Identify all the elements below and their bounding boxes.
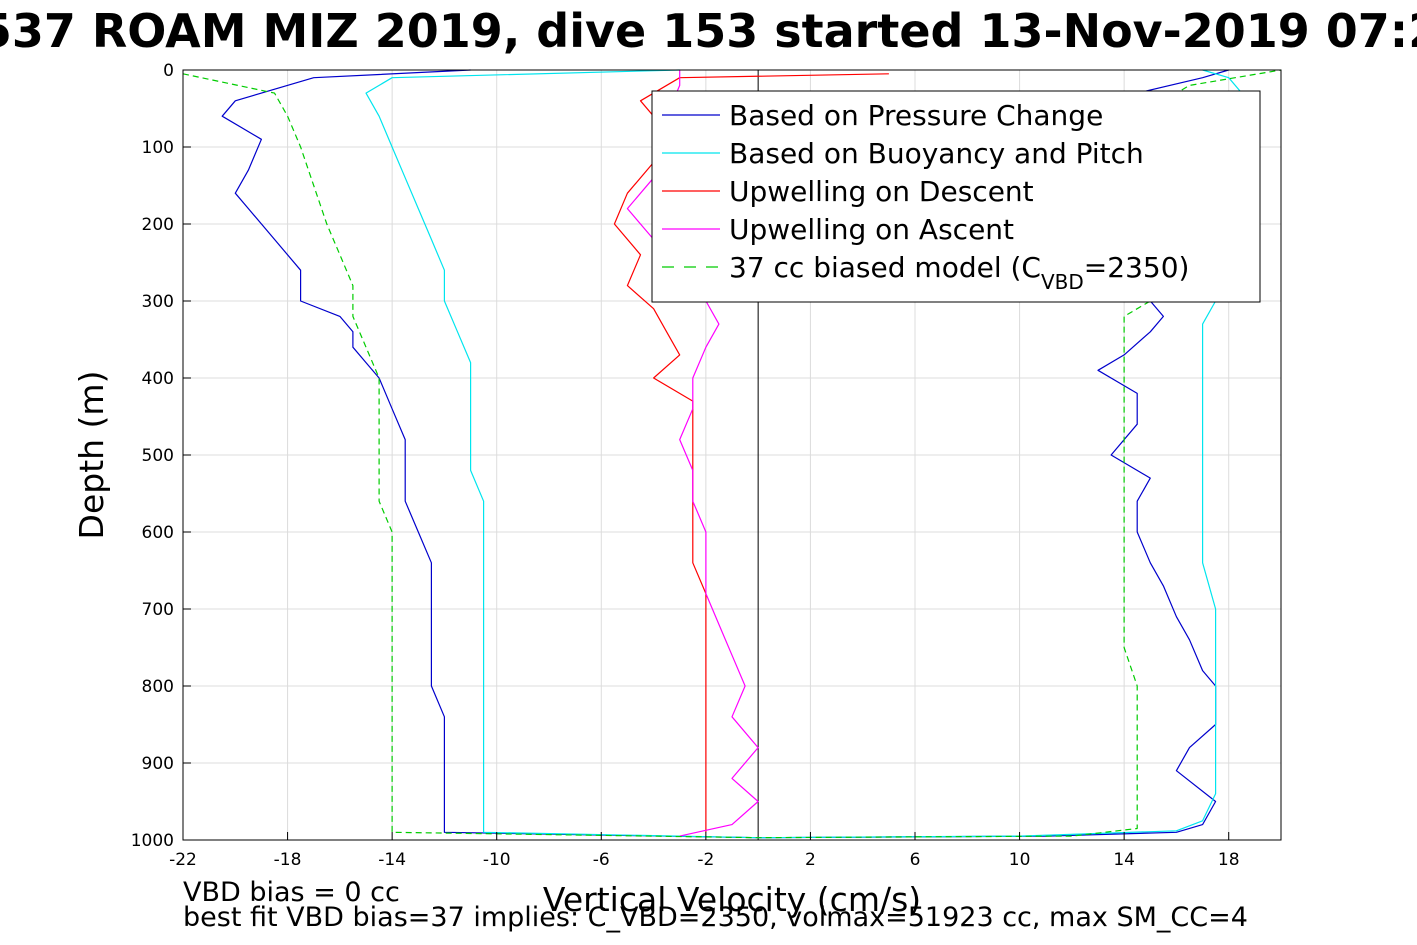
legend-entry: 37 cc biased model (CVBD=2350) [729,251,1189,294]
x-tick-label: 6 [910,850,921,870]
x-tick-label: -10 [483,850,511,870]
series-line-3 [626,70,759,837]
y-tick-label: 800 [142,677,174,697]
x-tick-label: 10 [1009,850,1031,870]
legend-entry-text: Upwelling on Ascent [729,213,1014,246]
y-axis-label: Depth (m) [72,371,111,540]
legend-box [651,90,1261,303]
x-tick-label: -2 [697,850,714,870]
y-tick-label: 500 [142,446,174,466]
x-axis-label: Vertical Velocity (cm/s) [543,880,921,919]
y-tick-label: 200 [142,215,174,235]
legend-entry-subscript: VBD [1041,270,1084,294]
y-tick-label: 100 [142,138,174,158]
y-tick-label: 900 [142,754,174,774]
y-tick-label: 0 [163,61,174,81]
x-tick-label: -22 [169,850,197,870]
y-tick-label: 400 [142,369,174,389]
series-line-2 [613,73,889,833]
legend-entry-text: Based on Buoyancy and Pitch [729,137,1144,170]
legend-entry: Based on Buoyancy and Pitch [729,137,1144,170]
series-line-0 [221,69,1229,839]
axis-ticks: -22 -18 -14 -10 -6 -2 2 6 10 14 180100200300400500… [131,61,1240,870]
legend-entry-tail: =2350) [1084,251,1190,284]
y-tick-label: 600 [142,523,174,543]
legend-entry: Upwelling on Descent [729,175,1034,208]
series-lines [182,69,1282,839]
y-tick-label: 1000 [131,831,174,851]
footer-vbd-bias: VBD bias = 0 cc [183,877,400,908]
x-tick-label: 2 [805,850,816,870]
legend: Based on Pressure Change Based on Buoyanc… [651,90,1261,303]
x-tick-label: 18 [1218,850,1240,870]
x-tick-label: -14 [378,850,406,870]
series-line-4 [182,69,1282,839]
legend-entry-text: Upwelling on Descent [729,175,1034,208]
legend-entry-text: 37 cc biased model (C [729,251,1041,284]
y-tick-label: 700 [142,600,174,620]
footer-best-fit: best fit VBD bias=37 implies: C_VBD=2350… [183,902,1248,933]
y-tick-label: 300 [142,292,174,312]
x-tick-label: 14 [1113,850,1135,870]
legend-entry: Upwelling on Ascent [729,213,1014,246]
legend-entry: Based on Pressure Change [729,99,1103,132]
legend-entry-text: Based on Pressure Change [729,99,1103,132]
x-tick-label: -6 [593,850,610,870]
series-line-1 [365,69,1256,839]
chart-title: 537 ROAM MIZ 2019, dive 153 started 13-N… [0,4,1417,58]
x-tick-label: -18 [274,850,302,870]
